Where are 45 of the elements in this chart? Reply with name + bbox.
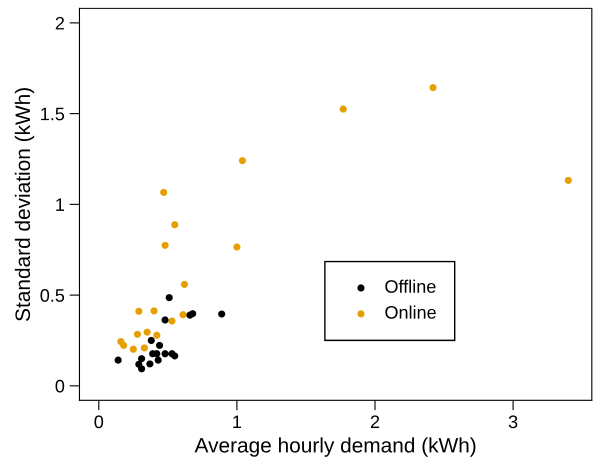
point	[153, 332, 160, 339]
point	[340, 106, 347, 113]
point	[171, 352, 178, 360]
point	[134, 330, 142, 338]
point	[180, 280, 188, 288]
legend-label: Online	[385, 305, 436, 319]
y-axis-title: Standard deviation (kWh)	[14, 88, 34, 321]
point	[168, 318, 176, 325]
point	[150, 307, 158, 314]
point	[564, 176, 572, 184]
point	[130, 346, 137, 353]
point	[154, 356, 162, 364]
point	[114, 356, 122, 364]
point	[156, 342, 164, 349]
point	[148, 336, 155, 344]
point	[189, 310, 196, 318]
point	[171, 221, 178, 228]
x-axis-title: Average hourly demand (kWh)	[194, 437, 476, 457]
point	[166, 294, 173, 302]
x-tick-label: 3	[508, 415, 518, 428]
y-tick-label: 1	[56, 198, 64, 211]
point	[138, 355, 146, 362]
x-tick-label: 2	[370, 415, 380, 428]
legend-label: Offline	[385, 280, 436, 293]
point	[146, 360, 154, 368]
point	[179, 311, 187, 318]
point	[162, 316, 169, 324]
x-tick-label: 1	[233, 416, 242, 428]
point	[138, 365, 146, 372]
y-tick-label: 0	[56, 380, 64, 393]
point	[160, 188, 168, 196]
point	[238, 157, 246, 164]
point	[233, 243, 240, 251]
x-tick-label: 0	[94, 415, 104, 428]
point	[140, 344, 148, 352]
point	[429, 84, 437, 92]
point	[144, 328, 151, 336]
y-tick-label: 1.5	[41, 108, 64, 120]
point	[135, 308, 142, 315]
y-tick-label: 2	[56, 16, 64, 30]
point	[162, 350, 169, 358]
point	[218, 310, 226, 318]
point	[162, 242, 169, 249]
y-tick-label: 0.5	[40, 289, 64, 302]
point	[120, 342, 128, 349]
